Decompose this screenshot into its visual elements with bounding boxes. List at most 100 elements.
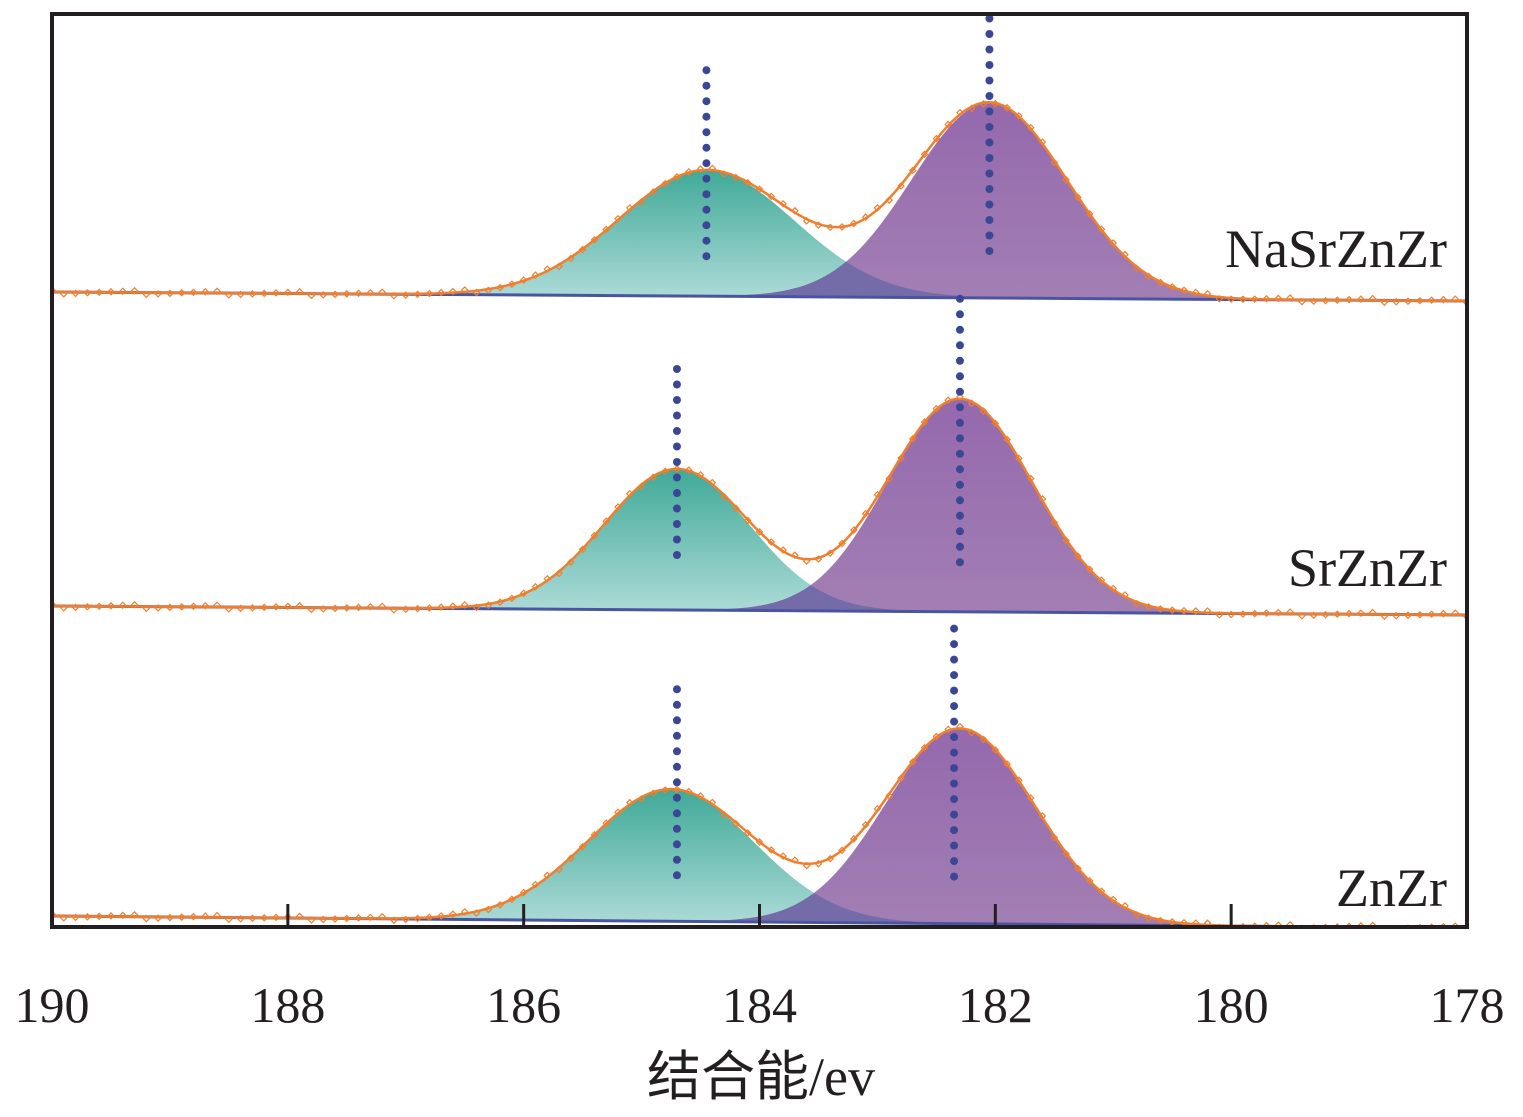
peak-marker-dot — [950, 702, 959, 711]
data-point — [991, 99, 1000, 108]
data-point — [366, 913, 375, 922]
data-point — [802, 861, 811, 870]
data-point — [1156, 278, 1165, 287]
data-point — [1109, 895, 1118, 904]
data-point — [732, 504, 740, 513]
data-point — [460, 908, 469, 916]
data-point — [649, 188, 658, 196]
data-point — [118, 911, 127, 920]
data-point — [637, 795, 646, 803]
peak-marker-dot — [672, 747, 681, 756]
data-point — [177, 913, 186, 921]
data-point — [531, 271, 540, 279]
data-point — [1144, 914, 1153, 923]
data-point — [849, 219, 858, 228]
data-point — [107, 601, 115, 610]
peak-marker-dot — [702, 190, 711, 199]
data-point — [1168, 606, 1177, 615]
data-point — [1298, 297, 1306, 306]
data-point — [1038, 495, 1047, 503]
data-point — [1274, 294, 1283, 303]
data-point — [1298, 611, 1306, 620]
data-point — [767, 538, 776, 546]
data-point — [484, 601, 493, 610]
data-point — [425, 289, 434, 298]
data-point — [1345, 295, 1353, 304]
data-point — [1262, 294, 1271, 303]
peak-marker-dot — [985, 185, 994, 193]
data-point — [107, 912, 115, 920]
data-point — [283, 288, 292, 297]
data-point — [508, 895, 516, 904]
peak-marker-dot — [672, 731, 681, 740]
data-point — [189, 912, 198, 921]
data-point — [378, 602, 387, 611]
data-point — [1227, 295, 1236, 304]
peak-marker-dot — [950, 810, 959, 819]
data-point — [1286, 608, 1294, 616]
data-point — [566, 854, 575, 863]
data-point — [401, 915, 410, 924]
data-point — [519, 589, 528, 598]
data-point — [885, 196, 894, 204]
data-point — [342, 914, 351, 923]
data-point — [1357, 609, 1365, 617]
data-point — [1215, 294, 1224, 303]
peak-marker-dot — [950, 733, 959, 742]
data-point — [684, 168, 693, 176]
data-point — [1121, 591, 1129, 599]
peak-marker-dot — [950, 671, 959, 680]
data-point — [637, 482, 646, 491]
data-point — [967, 728, 976, 737]
peak-marker-dot — [950, 826, 959, 835]
data-point — [1121, 250, 1129, 259]
peak-marker-dot — [672, 411, 681, 420]
data-point — [602, 517, 611, 526]
data-point — [555, 569, 563, 578]
peak-marker-dot — [955, 341, 964, 350]
data-point — [401, 605, 410, 614]
data-point — [991, 746, 1000, 754]
data-point — [496, 283, 504, 292]
peak-marker-dot — [950, 686, 959, 695]
peak-marker-dot — [672, 840, 681, 849]
data-point — [531, 582, 540, 591]
data-point — [1262, 609, 1271, 617]
data-point — [1439, 609, 1448, 618]
peak-marker-dot — [672, 458, 681, 466]
data-point — [755, 528, 764, 536]
data-point — [1015, 112, 1023, 120]
data-point — [437, 603, 445, 612]
data-point — [861, 213, 870, 221]
data-point — [154, 914, 162, 922]
data-point — [307, 605, 316, 614]
data-point — [52, 910, 56, 919]
data-point — [625, 204, 634, 212]
data-point — [248, 604, 257, 612]
data-point — [991, 419, 1000, 428]
data-point — [1309, 611, 1318, 620]
peak-marker-dot — [672, 793, 681, 802]
peak-marker-dot — [672, 716, 681, 725]
peak-marker-dot — [955, 527, 964, 536]
data-point — [967, 399, 976, 408]
data-point — [1038, 138, 1047, 146]
peak-marker-dot — [702, 97, 711, 106]
peak-marker-dot — [985, 169, 994, 178]
x-tick-label: 188 — [250, 977, 325, 1033]
data-point — [366, 288, 375, 297]
data-point — [189, 602, 198, 611]
data-point — [283, 602, 292, 611]
data-point — [590, 531, 599, 540]
data-point — [555, 262, 563, 271]
data-point — [213, 287, 221, 296]
data-point — [1097, 887, 1106, 896]
data-point — [1333, 610, 1342, 619]
data-point — [460, 601, 469, 609]
peak-marker-dot — [950, 717, 959, 726]
data-point — [979, 407, 988, 415]
data-point — [496, 598, 504, 607]
peak-marker-dot — [702, 236, 711, 245]
data-point — [319, 605, 328, 613]
data-point — [295, 601, 304, 610]
